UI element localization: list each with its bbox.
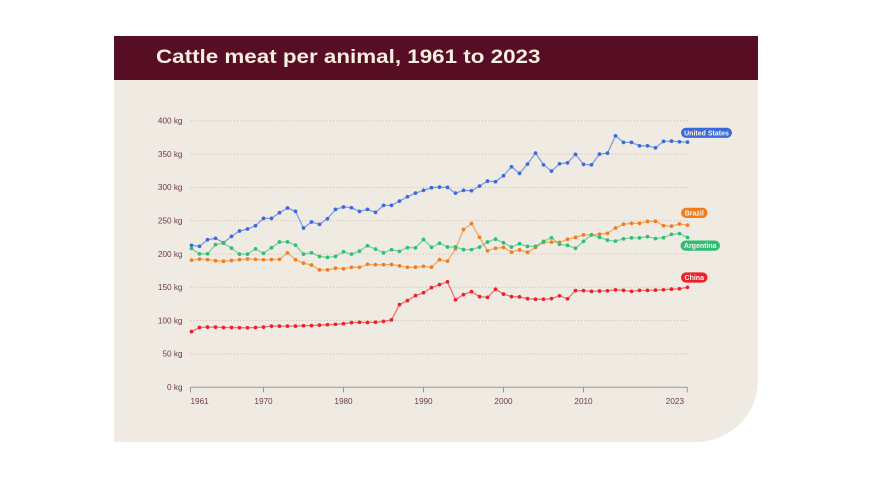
svg-text:1970: 1970: [254, 397, 273, 406]
svg-text:350 kg: 350 kg: [158, 150, 183, 159]
svg-text:United States: United States: [684, 130, 729, 137]
svg-text:150 kg: 150 kg: [158, 283, 183, 292]
svg-text:2023: 2023: [666, 397, 685, 406]
svg-text:250 kg: 250 kg: [158, 217, 183, 226]
svg-text:2010: 2010: [574, 397, 593, 406]
svg-text:400 kg: 400 kg: [158, 117, 183, 126]
svg-text:0 kg: 0 kg: [167, 383, 183, 392]
svg-text:Argentina: Argentina: [684, 243, 717, 250]
svg-text:1961: 1961: [191, 397, 210, 406]
svg-text:Brazil: Brazil: [685, 210, 704, 217]
svg-text:50 kg: 50 kg: [162, 350, 182, 359]
svg-text:200 kg: 200 kg: [158, 250, 183, 259]
svg-text:100 kg: 100 kg: [158, 316, 183, 325]
svg-text:1980: 1980: [334, 397, 353, 406]
svg-text:China: China: [685, 275, 705, 282]
svg-text:1990: 1990: [414, 397, 433, 406]
svg-text:300 kg: 300 kg: [158, 183, 183, 192]
svg-text:2000: 2000: [494, 397, 513, 406]
